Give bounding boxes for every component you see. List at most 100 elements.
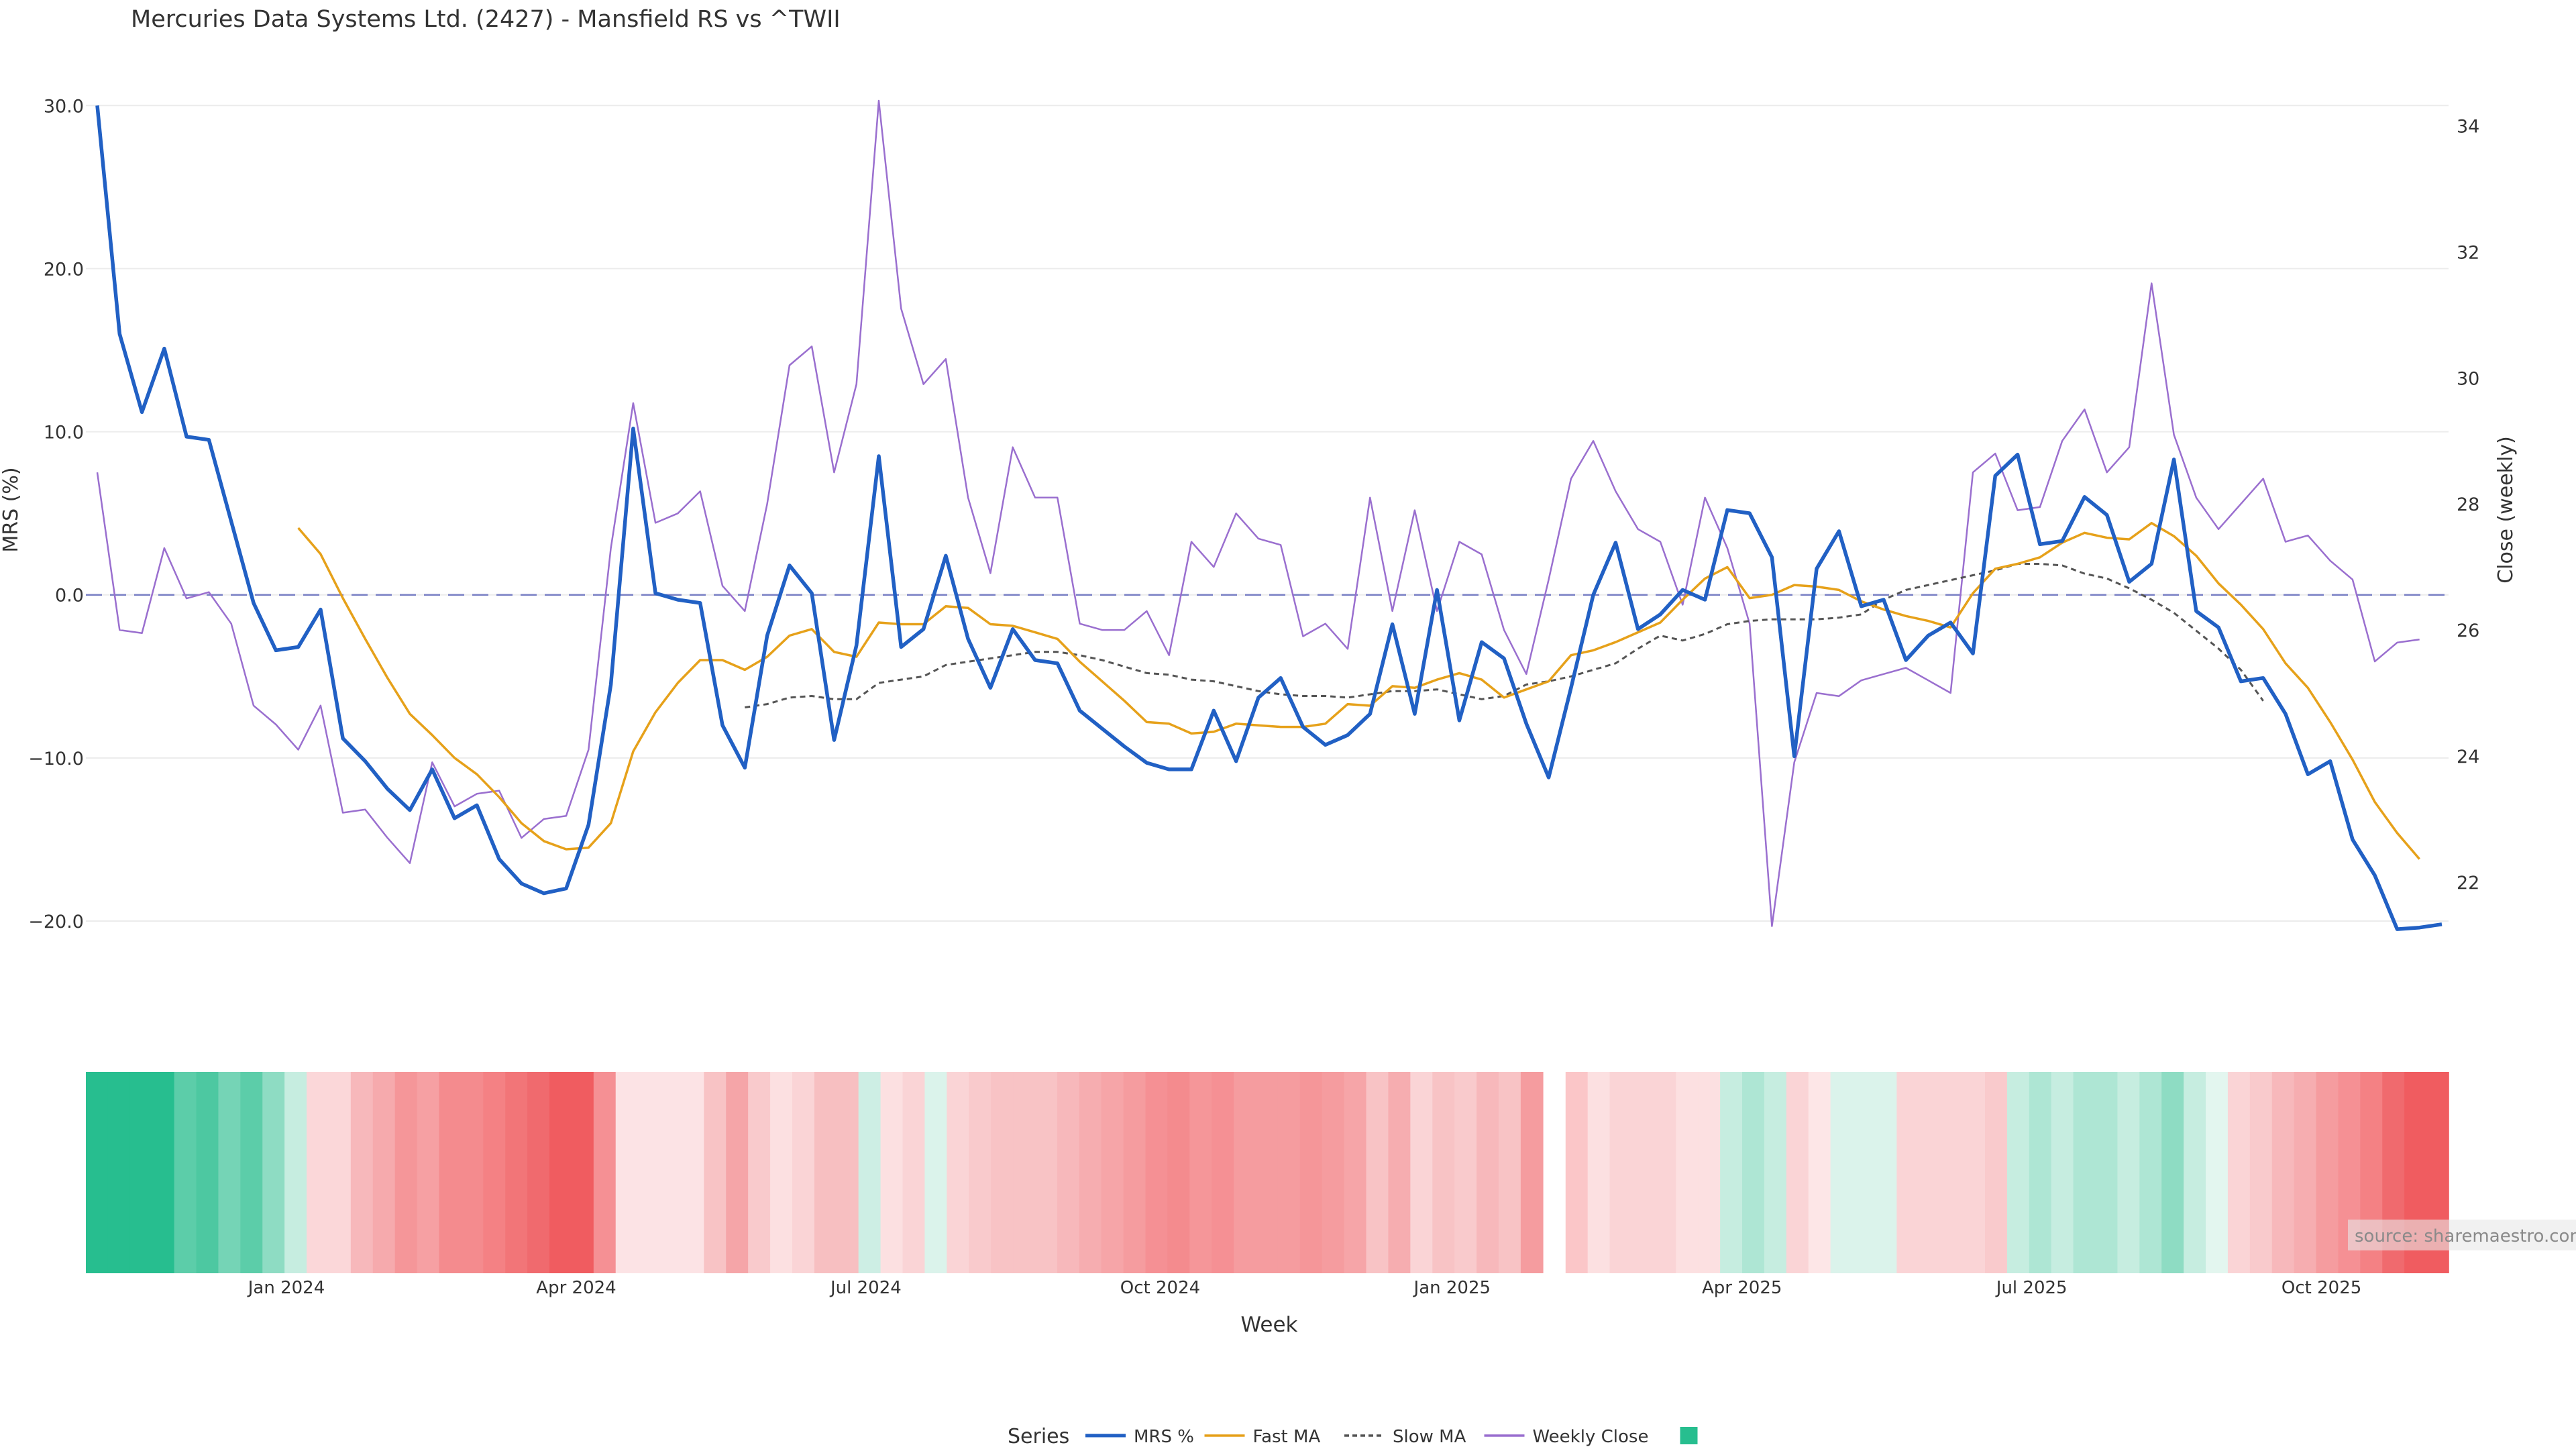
heatmap-cell [1874,1072,1898,1273]
heatmap-cell [2294,1072,2317,1273]
heatmap-cell [2095,1072,2118,1273]
heatmap-cell [1013,1072,1036,1273]
y-tick-label-right: 28 [2457,494,2479,515]
source-note: source: sharemaestro.com [2348,1220,2576,1250]
series-line-fast-ma [297,521,2421,860]
heatmap-cell [2249,1072,2273,1273]
mrs-heatmap-strip [86,1072,2449,1273]
heatmap-cell [1984,1072,2008,1273]
heatmap-cell [1477,1072,1499,1273]
heatmap-cell [107,1072,131,1273]
heatmap-cell [1941,1072,1964,1273]
x-tick-label: Jan 2024 [247,1278,325,1298]
heatmap-cell [2227,1072,2251,1273]
heatmap-cell [2206,1072,2229,1273]
heatmap-cell [527,1072,550,1273]
heatmap-cell [129,1072,153,1273]
heatmap-cell [417,1072,440,1273]
heatmap-cell [1830,1072,1854,1273]
heatmap-cell [372,1072,396,1273]
x-axis-ticks: Jan 2024 Apr 2024 Jul 2024 Oct 2024 Jan 2025… [247,1278,2362,1298]
heatmap-cell [682,1072,705,1273]
source-note-text: source: sharemaestro.com [2355,1226,2576,1246]
y-tick-label-left: 20.0 [44,259,84,280]
heatmap-cell [174,1072,197,1273]
y-tick-label-right: 24 [2457,747,2479,767]
heatmap-cell [262,1072,285,1273]
x-tick-label: Jul 2025 [1995,1278,2068,1298]
heatmap-cell [2073,1072,2096,1273]
y-tick-label-left: 10.0 [44,423,84,443]
heatmap-cell [1234,1072,1256,1273]
heatmap-cell [1963,1072,1986,1273]
heatmap-cell [1919,1072,1941,1273]
heatmap-cell [1388,1072,1411,1273]
heatmap-cell [2051,1072,2074,1273]
chart-title: Mercuries Data Systems Ltd. (2427) - Man… [131,6,841,33]
legend-title: Series [1008,1425,1069,1448]
y-axis-label-right: Close (weekly) [2494,436,2518,584]
heatmap-cell [2029,1072,2052,1273]
heatmap-cell [1720,1072,1743,1273]
heatmap-cell [2184,1072,2206,1273]
heatmap-cell [947,1072,970,1273]
y-tick-label-left: 30.0 [44,96,84,117]
heatmap-cell [593,1072,616,1273]
heatmap-cell [483,1072,506,1273]
series-line-mrs [95,105,2443,931]
heatmap-cell [1079,1072,1102,1273]
heatmap-cell [704,1072,727,1273]
right-axis-ticks: 34 32 30 28 26 24 22 [2457,117,2479,894]
heatmap-cell [1057,1072,1080,1273]
heatmap-cell [1410,1072,1434,1273]
heatmap-cell [1609,1072,1633,1273]
heatmap-cell [1631,1072,1655,1273]
heatmap-cell [1896,1072,1920,1273]
x-tick-label: Apr 2024 [536,1278,616,1298]
heatmap-cell [1123,1072,1146,1273]
heatmap-cell [814,1072,837,1273]
series-layer [95,99,2443,931]
heatmap-cell [439,1072,462,1273]
heatmap-cell [571,1072,594,1273]
heatmap-cell [1698,1072,1721,1273]
heatmap-cell [328,1072,352,1273]
heatmap-cell [924,1072,948,1273]
heatmap-cell [1764,1072,1787,1273]
heatmap-cell [1498,1072,1521,1273]
heatmap-cell [1212,1072,1234,1273]
y-tick-label-right: 32 [2457,242,2479,263]
legend: Series MRS % Fast MA Slow MA Weekly Close [1008,1425,1698,1448]
heatmap-cell [726,1072,749,1273]
left-axis-ticks: 30.0 20.0 10.0 0.0 −10.0 −20.0 [28,96,84,932]
heatmap-cell [218,1072,241,1273]
heatmap-cell [2117,1072,2141,1273]
heatmap-cell [836,1072,859,1273]
heatmap-cell [1101,1072,1124,1273]
heatmap-cell [307,1072,329,1273]
heatmap-cell [1808,1072,1831,1273]
x-tick-label: Oct 2024 [1120,1278,1200,1298]
heatmap-cell [969,1072,991,1273]
y-tick-label-left: 0.0 [55,586,84,606]
heatmap-cell [1299,1072,1323,1273]
heatmap-cell [505,1072,528,1273]
heatmap-cell [659,1072,683,1273]
y-tick-label-left: −20.0 [28,912,84,932]
legend-item-label: Weekly Close [1533,1427,1649,1447]
heatmap-cell [1587,1072,1611,1273]
legend-item-label: Fast MA [1253,1427,1321,1447]
heatmap-cell [1520,1072,1544,1273]
legend-item-label: Slow MA [1393,1427,1466,1447]
heatmap-cell [2271,1072,2295,1273]
heatmap-cell [1742,1072,1765,1273]
x-tick-label: Jan 2025 [1413,1278,1491,1298]
heatmap-cell [1454,1072,1477,1273]
source-note-background [2348,1220,2576,1250]
heatmap-cell [1565,1072,1589,1273]
y-tick-label-right: 26 [2457,621,2479,641]
heatmap-cell [1145,1072,1169,1273]
y-axis-label-left: MRS (%) [0,467,23,552]
heatmap-cell [991,1072,1014,1273]
heatmap-cell [1786,1072,1809,1273]
